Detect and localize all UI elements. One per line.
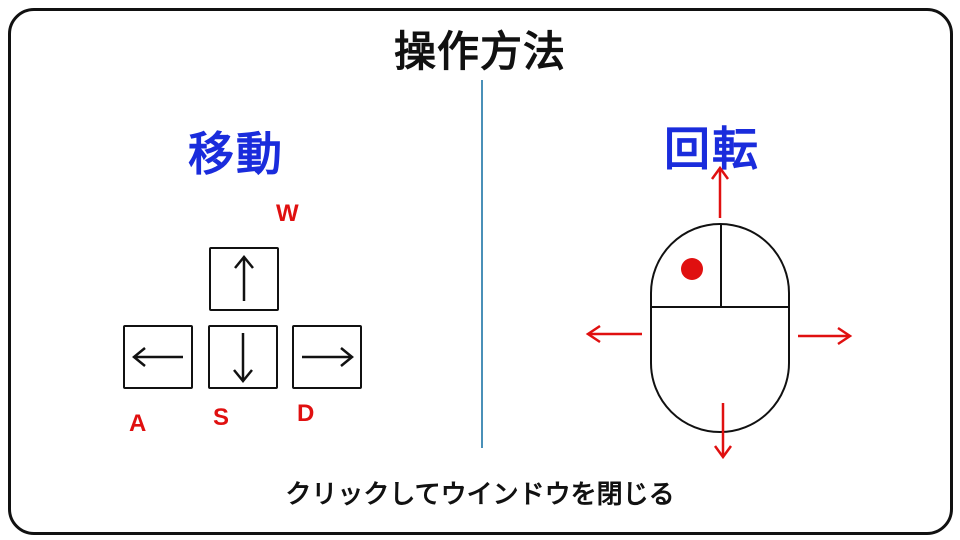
right-arrow-icon <box>798 326 853 346</box>
down-arrow-icon <box>713 403 733 460</box>
key-label-w: W <box>276 200 299 227</box>
page-title: 操作方法 <box>393 27 566 76</box>
mouse-icon <box>585 165 853 460</box>
section-divider <box>481 80 483 448</box>
left-click-dot-icon <box>681 258 703 280</box>
down-arrow-icon <box>233 333 253 383</box>
key-a <box>123 325 193 389</box>
key-w <box>209 247 279 311</box>
move-section-title: 移動 <box>188 127 284 181</box>
key-label-d: D <box>297 400 315 427</box>
right-arrow-icon <box>302 347 354 367</box>
close-window-hint[interactable]: クリックしてウインドウを閉じる <box>285 480 675 510</box>
left-arrow-icon <box>585 324 642 344</box>
up-arrow-icon <box>234 255 254 301</box>
key-label-a: A <box>129 410 147 437</box>
left-arrow-icon <box>132 347 183 367</box>
up-arrow-icon <box>710 165 730 218</box>
rotate-section-title: 回転 <box>664 122 760 176</box>
instructions-window[interactable] <box>8 8 953 535</box>
key-s <box>208 325 278 389</box>
key-d <box>292 325 362 389</box>
key-label-s: S <box>213 404 230 431</box>
